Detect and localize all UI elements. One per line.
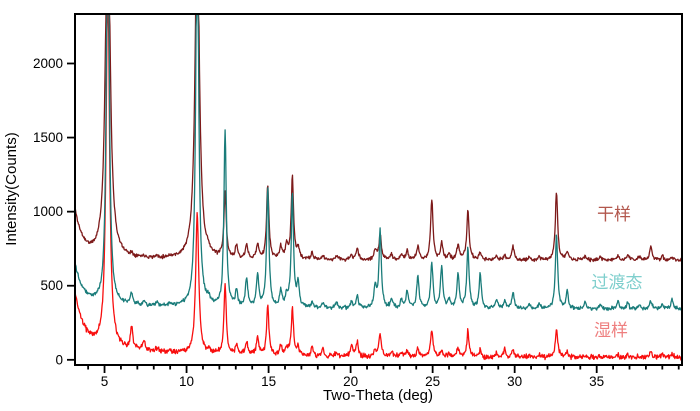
y-tick-label-500: 500 [40,278,63,293]
x-axis-title: Two-Theta (deg) [323,387,433,404]
series-line-dry-sample [75,14,682,263]
series-line-wet-sample [75,14,682,361]
axis-ticks [67,62,680,373]
x-tick-label-10: 10 [179,374,194,389]
y-tick-label-1500: 1500 [33,130,63,145]
series-label-dry-sample: 干样 [597,205,631,224]
x-tick-label-30: 30 [507,374,522,389]
x-tick-label-20: 20 [343,374,358,389]
y-tick-label-2000: 2000 [33,56,63,71]
y-tick-label-0: 0 [55,352,63,367]
x-tick-label-25: 25 [425,374,440,389]
series-label-wet-sample: 湿样 [594,321,628,340]
y-axis-title: Intensity(Counts) [3,132,20,245]
x-tick-label-5: 5 [101,374,109,389]
curves-layer [75,14,682,361]
plot-border [74,13,683,366]
x-tick-label-15: 15 [261,374,276,389]
x-tick-label-35: 35 [589,374,604,389]
y-tick-label-1000: 1000 [33,204,63,219]
series-line-transition-state [75,14,682,312]
series-label-transition-state: 过渡态 [592,273,643,292]
